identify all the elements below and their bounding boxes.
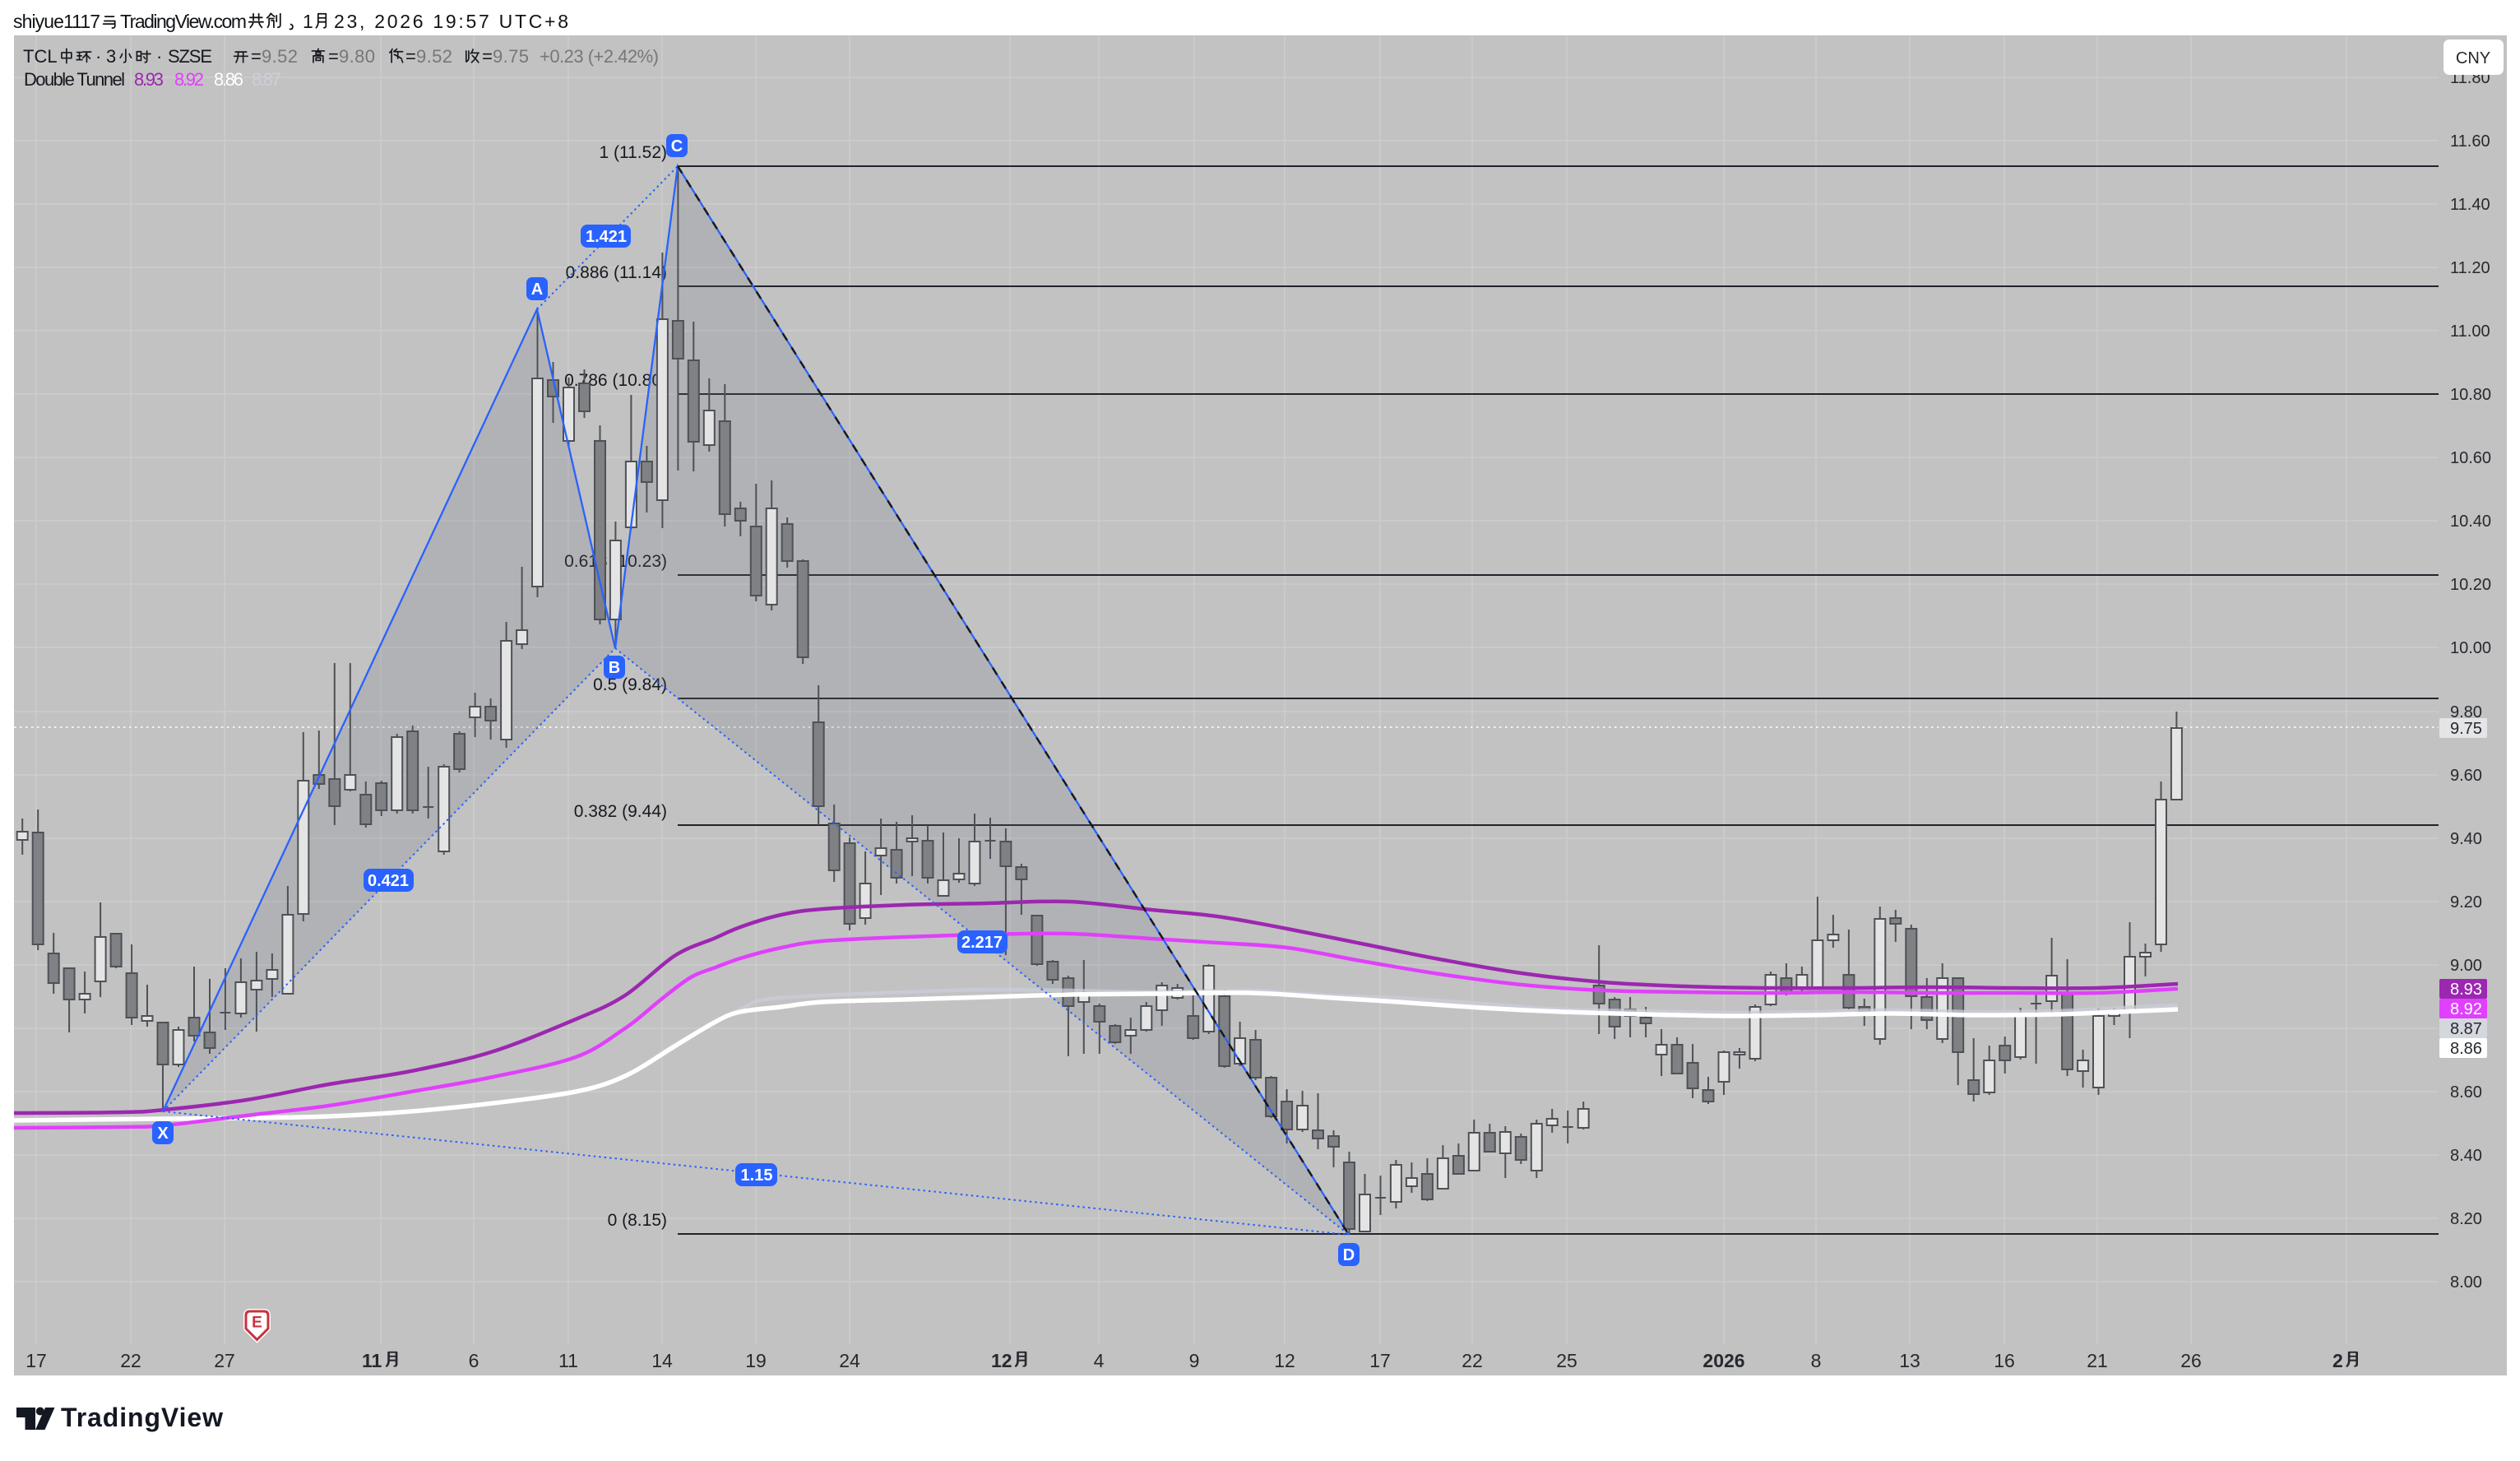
svg-text:11: 11 — [558, 1350, 578, 1371]
svg-text:11.00: 11.00 — [2450, 322, 2490, 341]
svg-text:2026: 2026 — [1702, 1350, 1744, 1371]
svg-text:9.75: 9.75 — [493, 46, 529, 67]
svg-text:27: 27 — [214, 1350, 235, 1371]
svg-text:shiyue1117: shiyue1117 — [13, 11, 100, 32]
svg-text:19: 19 — [745, 1350, 767, 1371]
svg-text:E: E — [252, 1315, 262, 1332]
svg-text:9.40: 9.40 — [2450, 830, 2482, 848]
svg-text:8.92: 8.92 — [2450, 1000, 2482, 1018]
svg-text:·: · — [156, 46, 162, 67]
svg-text:·: · — [95, 46, 101, 67]
svg-text:24: 24 — [839, 1350, 860, 1371]
svg-text:9.75: 9.75 — [2450, 720, 2482, 738]
svg-text:8.40: 8.40 — [2450, 1147, 2482, 1165]
svg-text:21: 21 — [2087, 1350, 2108, 1371]
svg-text:X: X — [157, 1125, 169, 1143]
svg-text:8.20: 8.20 — [2450, 1210, 2482, 1228]
svg-text:6: 6 — [469, 1350, 479, 1371]
svg-text:25: 25 — [1556, 1350, 1577, 1371]
svg-text:CNY: CNY — [2456, 49, 2490, 67]
svg-text:8: 8 — [1811, 1350, 1822, 1371]
svg-text:10.80: 10.80 — [2450, 386, 2491, 404]
svg-text:10.00: 10.00 — [2450, 639, 2491, 657]
svg-text:3: 3 — [106, 46, 116, 67]
svg-text:2.217: 2.217 — [961, 934, 1003, 952]
svg-text:8.92: 8.92 — [174, 69, 204, 90]
svg-text:Double Tunnel: Double Tunnel — [24, 69, 125, 90]
svg-text:23, 2026 19:57 UTC+8: 23, 2026 19:57 UTC+8 — [334, 11, 568, 32]
svg-text:4: 4 — [1094, 1350, 1105, 1371]
svg-text:8.87: 8.87 — [2450, 1020, 2482, 1038]
svg-text:0.382 (9.44): 0.382 (9.44) — [574, 802, 667, 821]
svg-text:11: 11 — [362, 1350, 382, 1371]
svg-text:11.40: 11.40 — [2450, 196, 2490, 214]
svg-text:1.421: 1.421 — [586, 228, 627, 246]
svg-text:11.60: 11.60 — [2450, 132, 2490, 151]
svg-text:10.20: 10.20 — [2450, 576, 2491, 594]
svg-text:TradingView: TradingView — [61, 1403, 223, 1432]
svg-text:0.421: 0.421 — [368, 872, 409, 890]
svg-text:SZSE: SZSE — [168, 46, 212, 67]
svg-text:9.52: 9.52 — [416, 46, 452, 67]
svg-text:10.60: 10.60 — [2450, 449, 2491, 467]
svg-text:8.60: 8.60 — [2450, 1083, 2482, 1102]
svg-text:9.20: 9.20 — [2450, 893, 2482, 911]
svg-text:12: 12 — [991, 1350, 1012, 1371]
svg-text:8.87: 8.87 — [252, 69, 281, 90]
svg-text:8.93: 8.93 — [2450, 981, 2482, 999]
svg-text:9: 9 — [1189, 1350, 1200, 1371]
svg-text:9.00: 9.00 — [2450, 957, 2482, 975]
svg-text:9.80: 9.80 — [339, 46, 375, 67]
svg-text:9.80: 9.80 — [2450, 703, 2482, 721]
svg-text:13: 13 — [1899, 1350, 1920, 1371]
svg-text:17: 17 — [25, 1350, 47, 1371]
svg-text:9.60: 9.60 — [2450, 767, 2482, 785]
svg-text:+0.23 (+2.42%): +0.23 (+2.42%) — [540, 46, 659, 67]
svg-text:8.86: 8.86 — [214, 69, 243, 90]
svg-text:0.5 (9.84): 0.5 (9.84) — [593, 675, 667, 694]
svg-text:0.886 (11.14): 0.886 (11.14) — [566, 263, 667, 282]
svg-text:TCL: TCL — [23, 46, 58, 67]
svg-text:B: B — [609, 659, 620, 677]
svg-text:11.20: 11.20 — [2450, 259, 2490, 277]
svg-text:=: = — [328, 46, 339, 67]
svg-text:A: A — [531, 281, 543, 299]
svg-text:TradingView.com: TradingView.com — [120, 11, 247, 32]
svg-text:8.00: 8.00 — [2450, 1273, 2482, 1292]
svg-text:0 (8.15): 0 (8.15) — [608, 1211, 667, 1230]
svg-text:=: = — [405, 46, 416, 67]
svg-text:12: 12 — [1274, 1350, 1295, 1371]
svg-text:C: C — [671, 137, 683, 155]
svg-text:=: = — [482, 46, 493, 67]
svg-text:26: 26 — [2180, 1350, 2202, 1371]
svg-text:1.15: 1.15 — [741, 1166, 773, 1185]
svg-text:16: 16 — [1994, 1350, 2015, 1371]
svg-text:1 (11.52): 1 (11.52) — [600, 143, 668, 162]
svg-text:8.93: 8.93 — [134, 69, 164, 90]
svg-text:=: = — [251, 46, 262, 67]
svg-text:9.52: 9.52 — [262, 46, 298, 67]
svg-text:22: 22 — [120, 1350, 141, 1371]
svg-text:8.86: 8.86 — [2450, 1040, 2482, 1058]
svg-text:10.40: 10.40 — [2450, 513, 2491, 531]
svg-text:D: D — [1343, 1246, 1355, 1264]
svg-text:1: 1 — [303, 11, 313, 32]
svg-text:17: 17 — [1369, 1350, 1391, 1371]
svg-text:22: 22 — [1462, 1350, 1483, 1371]
svg-text:2: 2 — [2332, 1350, 2343, 1371]
svg-text:14: 14 — [651, 1350, 673, 1371]
